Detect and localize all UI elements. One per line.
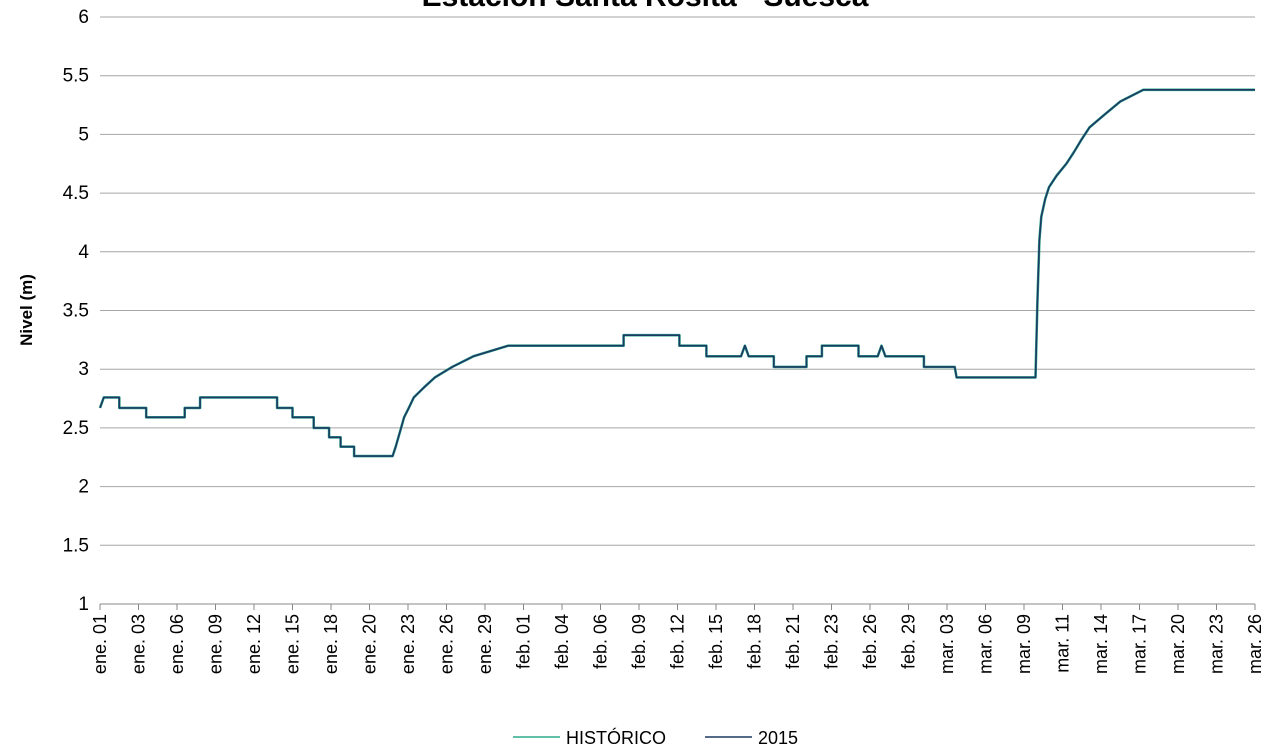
y-tick-label: 2: [78, 477, 89, 498]
x-tick-label: mar. 17: [1130, 614, 1150, 674]
x-tick-label: feb. 18: [745, 614, 765, 669]
y-tick-label: 2.5: [63, 418, 89, 439]
series-line-historico: [98, 88, 1255, 458]
y-tick-label: 4: [78, 242, 89, 263]
legend-label-2015: 2015: [758, 728, 798, 748]
x-tick-label: ene. 15: [283, 614, 303, 674]
x-tick-label: feb. 09: [629, 614, 649, 669]
x-tick-label: feb. 15: [706, 614, 726, 669]
x-tick-label: mar. 09: [1014, 614, 1034, 674]
x-tick-label: mar. 06: [976, 614, 996, 674]
y-tick-label: 3.5: [63, 301, 89, 322]
x-tick-label: ene. 01: [90, 614, 110, 674]
x-tick-label: mar. 03: [937, 614, 957, 674]
x-tick-label: mar. 20: [1168, 614, 1188, 674]
y-tick-label: 5.5: [63, 66, 89, 87]
x-tick-label: ene. 23: [398, 614, 418, 674]
chart-title: Estación Santa Rosita - Suesca: [422, 0, 869, 13]
legend-label-historico: HISTÓRICO: [566, 727, 666, 748]
x-tick-label: mar. 23: [1207, 614, 1227, 674]
gridlines: [99, 16, 1256, 610]
x-tick-label: feb. 04: [552, 614, 572, 669]
y-tick-label: 4.5: [63, 183, 89, 204]
x-tick-label: feb. 01: [514, 614, 534, 669]
x-tick-labels: ene. 01 ene. 03 ene. 06 ene. 09 ene. 12 ene. …: [90, 614, 1265, 674]
x-tick-label: mar. 11: [1053, 614, 1073, 673]
x-tick-label: ene. 06: [167, 614, 187, 674]
series-line-2015: [99, 89, 1255, 457]
x-tick-label: ene. 12: [244, 614, 264, 674]
x-tick-label: feb. 21: [783, 614, 803, 669]
y-tick-labels: 1 1.5 2 2.5 3 3.5 4 4.5 5 5.5 6: [63, 7, 90, 615]
y-tick-label: 3: [78, 359, 89, 380]
x-tick-label: ene. 29: [475, 614, 495, 674]
x-tick-label: ene. 26: [437, 614, 457, 674]
x-tick-label: mar. 14: [1091, 614, 1111, 674]
x-tick-label: mar. 26: [1245, 614, 1265, 674]
x-tick-label: feb. 29: [899, 614, 919, 669]
x-tick-label: feb. 06: [591, 614, 611, 669]
legend: HISTÓRICO 2015: [513, 727, 798, 748]
x-tick-label: feb. 23: [822, 614, 842, 669]
x-tick-label: feb. 26: [860, 614, 880, 669]
y-axis-label: Nivel (m): [17, 274, 36, 346]
y-tick-label: 1.5: [63, 535, 89, 556]
y-tick-label: 1: [78, 594, 89, 615]
x-tick-label: ene. 09: [206, 614, 226, 674]
x-tick-label: ene. 18: [321, 614, 341, 674]
y-tick-label: 5: [78, 124, 89, 145]
y-tick-label: 6: [78, 7, 89, 28]
x-tick-label: feb. 12: [668, 614, 688, 669]
x-tick-label: ene. 03: [129, 614, 149, 674]
series-lines: [98, 88, 1255, 458]
x-tick-label: ene. 20: [360, 614, 380, 674]
